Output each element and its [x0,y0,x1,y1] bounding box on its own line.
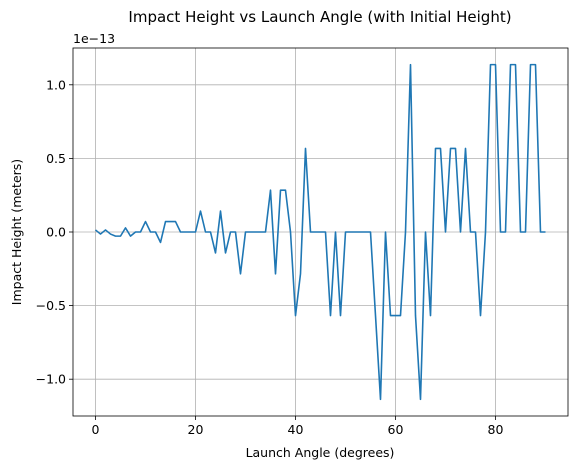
y-tick-label: −1.0 [36,372,66,387]
x-tick-label: 40 [288,422,304,437]
y-tick-label: 0.5 [46,151,66,166]
x-axis-label: Launch Angle (degrees) [246,445,395,460]
y-tick-label: 0.0 [46,225,66,240]
plot-frame [72,47,569,417]
y-tick-label: 1.0 [46,77,66,92]
x-tick-label: 60 [388,422,404,437]
x-tick-label: 80 [488,422,504,437]
x-tick-label: 0 [92,422,100,437]
x-tick-label: 20 [188,422,204,437]
y-offset-text: 1e−13 [73,31,115,46]
chart-title: Impact Height vs Launch Angle (with Init… [128,8,511,26]
line [94,63,546,401]
y-tick-label: −0.5 [36,298,66,313]
y-axis-label: Impact Height (meters) [9,159,24,305]
